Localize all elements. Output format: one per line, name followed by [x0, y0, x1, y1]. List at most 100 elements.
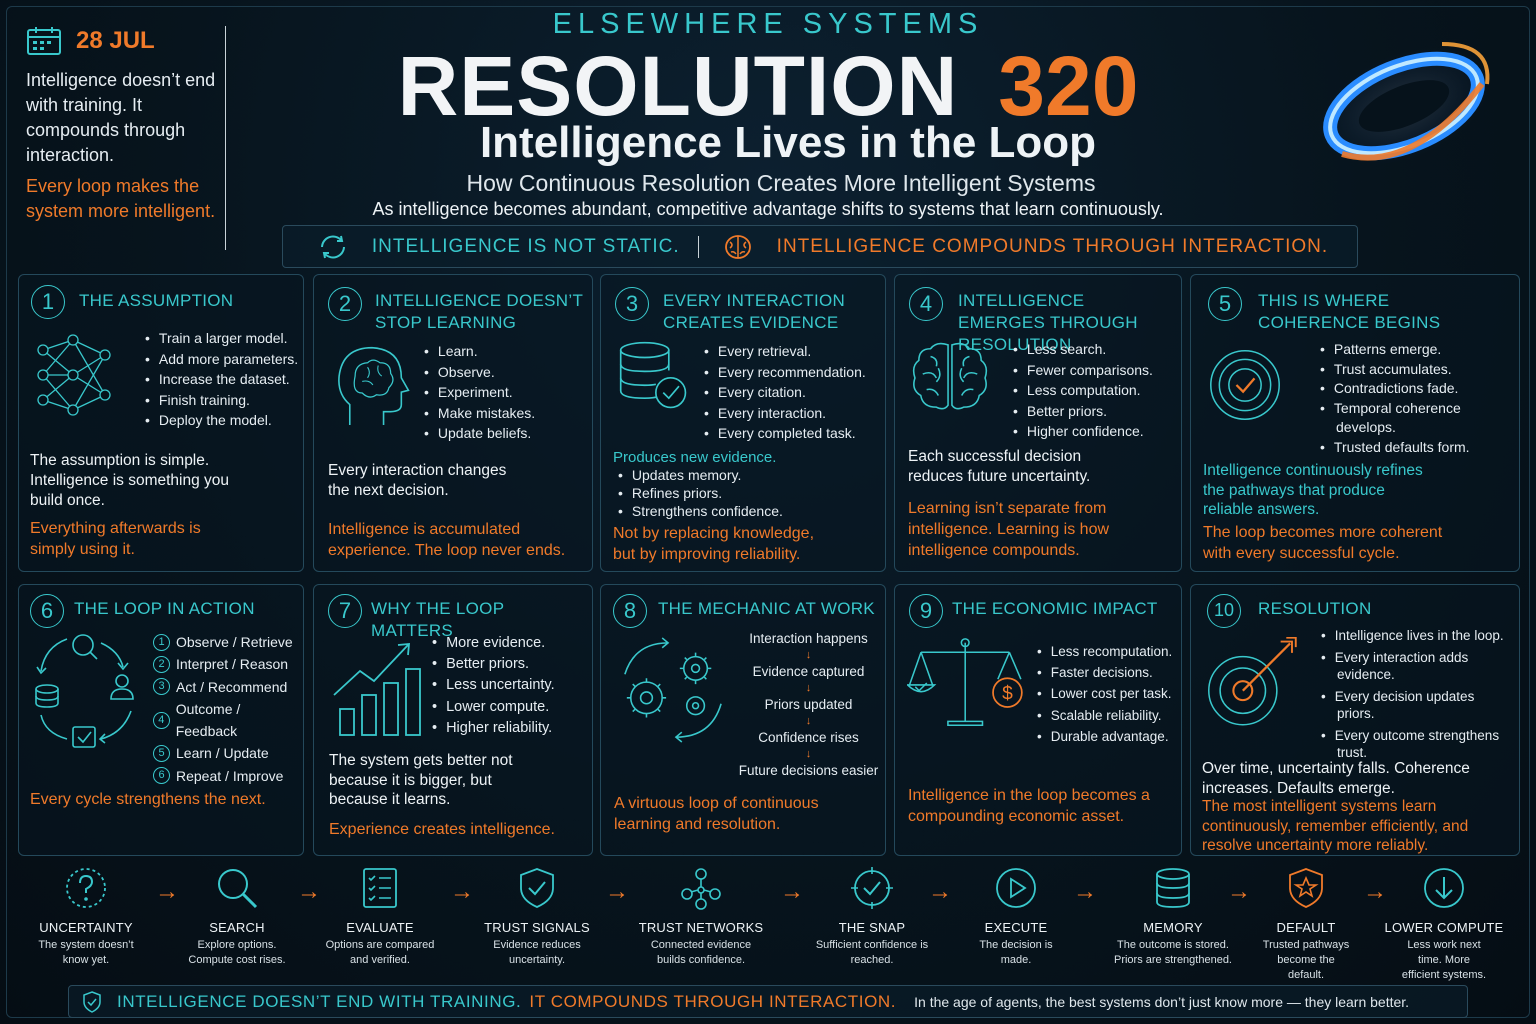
step-label: Act / Recommend: [176, 678, 288, 695]
panel-number: 10: [1207, 594, 1241, 628]
flow-desc: The decision is made.: [979, 939, 1053, 966]
flow-label: TRUST NETWORKS: [638, 920, 764, 935]
panel-bullet-list: Less search. Fewer comparisons. Less com…: [1013, 339, 1153, 442]
list-item: Lower compute.: [432, 697, 555, 718]
panel-creates-evidence: 3 EVERY INTERACTION CREATES EVIDENCE Eve…: [600, 274, 886, 572]
list-item: Finish training.: [145, 390, 298, 411]
flow-label: DEFAULT: [1276, 920, 1336, 935]
flow-step-trust-signals: TRUST SIGNALS Evidence reduces uncertain…: [467, 866, 607, 968]
footer-tagline: In the age of agents, the best systems d…: [914, 993, 1410, 1010]
panel-bullet-list: Every retrieval. Every recommendation. E…: [704, 341, 866, 444]
list-item: Every citation.: [704, 382, 866, 403]
database-check-icon: [619, 341, 687, 409]
brain-icon: [724, 234, 751, 259]
panel-number: 2: [328, 287, 362, 321]
list-item: Updates memory.: [618, 466, 783, 484]
database-icon: [1156, 868, 1190, 908]
list-item: 3 Act / Recommend: [153, 676, 303, 698]
panel-number: 5: [1208, 287, 1242, 321]
panel-assumption: 1 THE ASSUMPTION Train a larger model. A…: [18, 274, 304, 572]
panel-highlight: Intelligence in the loop becomes a compo…: [908, 787, 1150, 825]
list-item: Every decision updates priors.: [1321, 688, 1513, 723]
list-item: 6 Repeat / Improve: [153, 765, 303, 787]
list-item: Less computation.: [1013, 380, 1153, 401]
mechanic-step: Confidence rises: [758, 730, 859, 745]
flow-step-lower-compute: LOWER COMPUTE Less work next time. More …: [1374, 866, 1514, 983]
panel-body-text: Each successful decision reduces future …: [908, 448, 1091, 485]
flow-step-the-snap: THE SNAP Sufficient confidence is reache…: [802, 866, 942, 968]
mechanic-flow: Interaction happens ↓ Evidence captured …: [731, 629, 886, 781]
flow-desc: Explore options. Compute cost rises.: [188, 939, 286, 966]
arrow-right-icon: →: [1363, 878, 1387, 905]
list-item: Fewer comparisons.: [1013, 360, 1153, 381]
list-item: Higher reliability.: [432, 718, 555, 739]
balance-scale-icon: $: [907, 638, 1023, 727]
arrow-right-icon: →: [605, 878, 629, 905]
list-item: Trust accumulates.: [1320, 360, 1500, 380]
step-label: Learn / Update: [176, 745, 269, 762]
list-item: Higher confidence.: [1013, 421, 1153, 442]
svg-text:$: $: [1002, 683, 1013, 704]
panel-title: RESOLUTION: [1258, 599, 1372, 618]
panel-highlight: Every cycle strengthens the next.: [30, 791, 266, 808]
step-number: 1: [153, 633, 170, 651]
footer-banner: INTELLIGENCE DOESN’T END WITH TRAINING. …: [68, 985, 1468, 1018]
flow-desc: Trusted pathways become the default.: [1262, 939, 1350, 981]
panel-highlight: Learning isn’t separate from intelligenc…: [908, 500, 1110, 559]
step-label: Repeat / Improve: [176, 767, 284, 784]
panel-body-text: The assumption is simple. Intelligence i…: [30, 452, 230, 509]
flow-desc: The system doesn’t know yet.: [38, 939, 134, 966]
mechanic-step: Evidence captured: [752, 664, 865, 679]
step-number: 2: [153, 655, 170, 673]
panel-highlight: Experience creates intelligence.: [329, 821, 555, 838]
list-item: Every retrieval.: [704, 341, 866, 362]
list-item: Strengthens confidence.: [618, 502, 783, 520]
banner-left-text: INTELLIGENCE IS NOT STATIC.: [371, 235, 680, 257]
play-icon: [996, 868, 1036, 908]
glowing-ring-icon: [1318, 42, 1490, 165]
list-item: 1 Observe / Retrieve: [153, 631, 303, 653]
growth-chart-icon: [333, 643, 421, 736]
step-number: 6: [153, 767, 170, 785]
target-check-icon: [851, 867, 893, 909]
flow-label: EXECUTE: [984, 920, 1048, 935]
flow-desc: Connected evidence builds confidence.: [650, 939, 752, 966]
mechanic-step: Future decisions easier: [738, 763, 879, 778]
list-item: Train a larger model.: [145, 328, 298, 349]
flow-desc: Less work next time. More efficient syst…: [1401, 939, 1487, 981]
flow-desc: Evidence reduces uncertainty.: [493, 939, 581, 966]
flow-step-trust-networks: TRUST NETWORKS Connected evidence builds…: [631, 866, 771, 968]
panel-highlight: Everything afterwards is simply using it…: [30, 520, 201, 558]
list-item: Lower cost per task.: [1037, 683, 1172, 704]
list-item: Trusted defaults form.: [1320, 438, 1500, 458]
panel-number: 4: [909, 287, 943, 321]
mechanic-step: Priors updated: [764, 697, 853, 712]
step-label: Outcome / Feedback: [175, 700, 241, 740]
flow-step-evaluate: EVALUATE Options are compared and verifi…: [310, 866, 450, 968]
banner-divider: [697, 235, 699, 258]
key-message-banner: INTELLIGENCE IS NOT STATIC. INTELLIGENCE…: [282, 225, 1358, 268]
panel-bullet-list: Train a larger model. Add more parameter…: [145, 328, 298, 431]
panel-bullet-list: Learn. Observe. Experiment. Make mistake…: [424, 341, 535, 444]
arrow-down-icon: ↓: [805, 748, 812, 760]
list-item: Better priors.: [1013, 401, 1153, 422]
panel-highlight: A virtuous loop of continuous learning a…: [614, 795, 819, 833]
question-icon: [66, 868, 106, 908]
flow-step-default: DEFAULT Trusted pathways become the defa…: [1236, 866, 1376, 983]
shield-check-icon: [83, 990, 101, 1013]
flow-label: MEMORY: [1143, 920, 1203, 935]
brand-name: ELSEWHERE SYSTEMS: [552, 8, 984, 40]
list-item: Temporal coherence develops.: [1320, 399, 1500, 438]
calendar-icon: [27, 27, 61, 55]
list-item: Less search.: [1013, 339, 1153, 360]
checklist-icon: [363, 868, 397, 908]
panel-title: THE ECONOMIC IMPACT: [952, 599, 1158, 618]
target-arrow-icon: [1208, 637, 1297, 726]
panel-body-text: Every interaction changes the next decis…: [328, 462, 507, 499]
panel-number: 9: [909, 594, 943, 628]
arrow-right-icon: →: [1073, 878, 1097, 905]
panel-doesnt-stop-learning: 2 INTELLIGENCE DOESN’T STOP LEARNING Lea…: [313, 274, 593, 572]
panel-step-list: 1 Observe / Retrieve 2 Interpret / Reason …: [153, 631, 303, 787]
cycle-icon: [320, 235, 345, 258]
panel-number: 7: [328, 594, 362, 628]
